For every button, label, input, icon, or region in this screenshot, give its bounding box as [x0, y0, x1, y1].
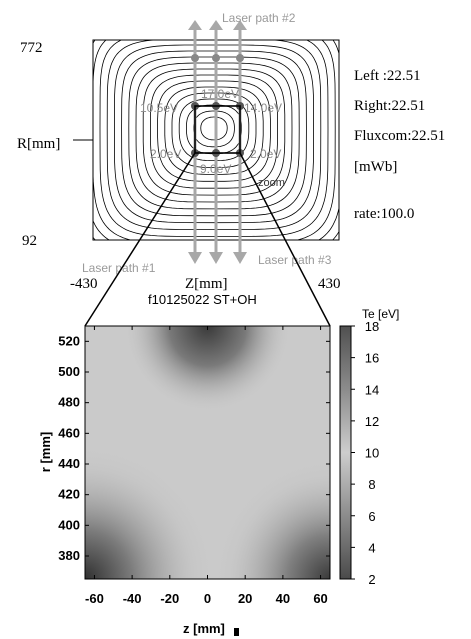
x-tick-label: -40: [123, 591, 142, 606]
x-tick-label: 60: [313, 591, 327, 606]
r-min-label: 92: [22, 233, 37, 249]
zoom-box: [194, 105, 241, 154]
y-axis-label: r [mm]: [38, 432, 53, 472]
top-panel: 17.0eV 10.5eV 14.0eV 2.0eV 9.0eV 2.0eV z…: [17, 0, 445, 307]
point-top-right: [236, 54, 244, 62]
flux-contour: [50, 0, 379, 285]
colorbar-label: Te [eV]: [362, 307, 399, 321]
info-rate: rate:100.0: [354, 206, 414, 222]
point-top-center: [212, 54, 220, 62]
x-tick-label: -60: [85, 591, 104, 606]
flux-contour: [164, 86, 264, 175]
colorbar-tick-label: 2: [368, 572, 375, 587]
y-tick-label: 420: [58, 487, 80, 502]
label-mid-right: 14.0eV: [244, 101, 282, 115]
x-tick-label: -20: [160, 591, 179, 606]
flux-contour: [186, 104, 242, 155]
flux-contour: [113, 44, 315, 224]
y-tick-label: 400: [58, 517, 80, 532]
info-left: Left :22.51: [354, 68, 421, 84]
x-tick-label: 20: [238, 591, 252, 606]
x-tick-label: 0: [204, 591, 211, 606]
top-axis-labels: 772 92 -430 430 R[mm] Z[mm]: [17, 40, 341, 292]
x-axis-label: z [mm]: [183, 621, 225, 636]
flux-contour: [106, 40, 322, 231]
point-labels: 17.0eV 10.5eV 14.0eV 2.0eV 9.0eV 2.0eV z…: [140, 87, 285, 189]
label-top: 17.0eV: [201, 87, 239, 101]
label-low-right: 2.0eV: [250, 147, 281, 161]
colorbar-tick-label: 18: [365, 319, 379, 334]
laser-path-2-arrowhead: [209, 20, 223, 30]
flux-contours: [42, 0, 385, 292]
flux-contour: [142, 68, 286, 196]
page-marker: [234, 628, 239, 636]
colorbar: 2 4 6 8 10 12 14 16 18 Te [eV]: [339, 307, 399, 587]
flux-contour: [150, 74, 278, 189]
flux-contour: [178, 98, 250, 161]
label-low-center: 9.0eV: [200, 162, 231, 176]
y-ticks: 380 400 420 440 460 480 500 520: [58, 333, 330, 563]
colorbar-tick-label: 12: [365, 414, 379, 429]
flux-contour: [93, 40, 336, 240]
heatmap-corner-right: [85, 326, 330, 579]
laser-path-1-label: Laser path #1: [82, 261, 156, 275]
info-fluxcom: Fluxcom:22.51: [354, 128, 445, 144]
flux-info: Left :22.51 Right:22.51 Fluxcom:22.51 [m…: [354, 68, 445, 222]
laser-path-3-arrow-bottom: [233, 252, 247, 264]
colorbar-scale: [339, 325, 352, 580]
flux-contour: [135, 62, 293, 203]
y-tick-label: 480: [58, 395, 80, 410]
zoom-projection: [84, 152, 331, 327]
flux-contour: [64, 3, 364, 271]
z-max-label: 430: [318, 276, 341, 292]
y-tick-label: 380: [58, 548, 80, 563]
r-max-label: 772: [20, 40, 43, 56]
laser-path-2-arrow-bottom: [209, 252, 223, 264]
zoom-line-left: [84, 152, 196, 327]
flux-contour: [121, 50, 307, 217]
colorbar-tick-label: 16: [365, 351, 379, 366]
laser-path-3-arrowhead: [233, 20, 247, 30]
info-unit: [mWb]: [354, 159, 397, 175]
zoom-label: zoom: [258, 177, 285, 189]
colorbar-tick-label: 8: [368, 477, 375, 492]
flux-contour: [128, 56, 300, 210]
y-tick-label: 500: [58, 364, 80, 379]
flux-contour: [193, 110, 235, 148]
y-tick-label: 460: [58, 425, 80, 440]
flux-contour: [42, 0, 385, 292]
label-mid-left: 10.5eV: [140, 101, 178, 115]
laser-path-1-arrowhead: [188, 20, 202, 30]
z-axis-label: Z[mm]: [185, 276, 228, 292]
info-right: Right:22.51: [354, 98, 425, 114]
colorbar-tick-label: 6: [368, 509, 375, 524]
z-min-label: -430: [70, 276, 98, 292]
bottom-panel: -60 -40 -20 0 20 40 60 380 400 420 440 460 480 500 52…: [38, 307, 399, 636]
te-heatmap: [84, 325, 331, 580]
r-axis-label: R[mm]: [17, 136, 60, 152]
laser-path-2-label: Laser path #2: [222, 11, 296, 25]
colorbar-tick-label: 4: [368, 540, 375, 555]
y-tick-label: 520: [58, 333, 80, 348]
zoom-line-right: [239, 152, 331, 327]
flux-contour: [200, 116, 228, 141]
laser-path-1-arrow-bottom: [188, 252, 202, 264]
label-low-left: 2.0eV: [150, 147, 181, 161]
flux-contour: [99, 40, 329, 237]
bottom-panel-title: f10125022 ST+OH: [148, 292, 257, 307]
colorbar-tick-label: 14: [365, 382, 379, 397]
colorbar-tick-label: 10: [365, 446, 379, 461]
x-ticks: -60 -40 -20 0 20 40 60: [85, 326, 328, 606]
x-tick-label: 40: [276, 591, 290, 606]
y-tick-label: 440: [58, 456, 80, 471]
point-top-left: [191, 54, 199, 62]
